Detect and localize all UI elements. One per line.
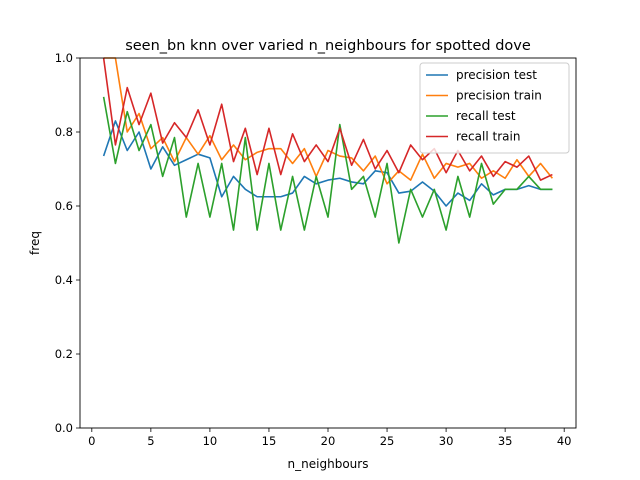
x-tick-label: 30 — [439, 434, 454, 448]
x-tick-label: 10 — [203, 434, 218, 448]
x-tick-label: 20 — [321, 434, 336, 448]
y-tick-label: 0.2 — [55, 347, 73, 361]
legend-label: recall train — [456, 130, 520, 144]
legend: precision test precision train recall test… — [419, 62, 570, 154]
x-tick-label: 40 — [557, 434, 572, 448]
plot-lines — [102, 57, 554, 244]
chart-title: seen_bn knn over varied n_neighbours for… — [125, 38, 531, 54]
x-tick-label: 35 — [498, 434, 513, 448]
legend-label: precision test — [456, 68, 537, 82]
series-line-precision-train — [103, 57, 554, 185]
y-tick-label: 0.6 — [55, 199, 73, 213]
x-tick-label: 0 — [88, 434, 95, 448]
legend-label: precision train — [456, 89, 542, 103]
x-tick-label: 25 — [380, 434, 395, 448]
x-tick-label: 5 — [147, 434, 154, 448]
y-tick-label: 1.0 — [55, 51, 73, 65]
legend-box — [419, 62, 570, 154]
y-axis-ticks: 0.0 0.2 0.4 0.6 0.8 1.0 — [55, 51, 80, 435]
plot-frame — [79, 57, 577, 429]
y-tick-label: 0.0 — [55, 421, 73, 435]
legend-label: recall test — [456, 109, 516, 123]
series-line-recall-test — [102, 96, 553, 244]
series-line-recall-train — [102, 57, 553, 181]
x-tick-label: 15 — [262, 434, 277, 448]
x-axis-label: n_neighbours — [288, 457, 369, 471]
y-axis-label: freq — [28, 231, 42, 255]
y-tick-label: 0.4 — [55, 273, 73, 287]
x-axis-ticks: 0 5 10 15 20 25 30 35 40 — [88, 428, 572, 448]
y-tick-label: 0.8 — [55, 125, 73, 139]
